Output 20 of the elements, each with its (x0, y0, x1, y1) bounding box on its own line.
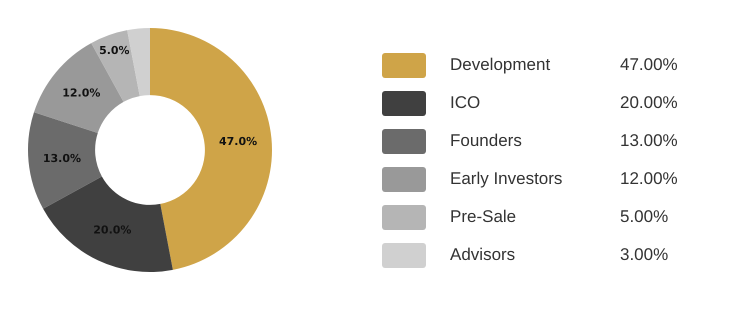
legend-label: Advisors (450, 245, 516, 265)
donut-slice (150, 28, 272, 270)
text: 47.00% (620, 55, 678, 75)
data-label: 5.0% (99, 44, 130, 58)
legend-label: Early Investors (450, 169, 564, 189)
data-label: 13.0% (42, 152, 82, 165)
text: 5.00% (620, 207, 668, 227)
donut-slice (28, 112, 102, 209)
data-label: 12.0% (62, 86, 100, 100)
data-label: 47.0% (218, 135, 258, 148)
legend-label: ICO (450, 93, 482, 113)
text: 12.00% (620, 169, 678, 189)
legend-label: Pre-Sale (450, 207, 518, 227)
legend-label: Founders (450, 131, 523, 151)
text: 20.00% (620, 93, 678, 113)
legend-label: Development (450, 55, 552, 75)
donut-slice (127, 28, 150, 96)
text: 13.00% (620, 131, 678, 151)
donut-slice (43, 176, 173, 272)
text: 3.00% (620, 245, 668, 265)
